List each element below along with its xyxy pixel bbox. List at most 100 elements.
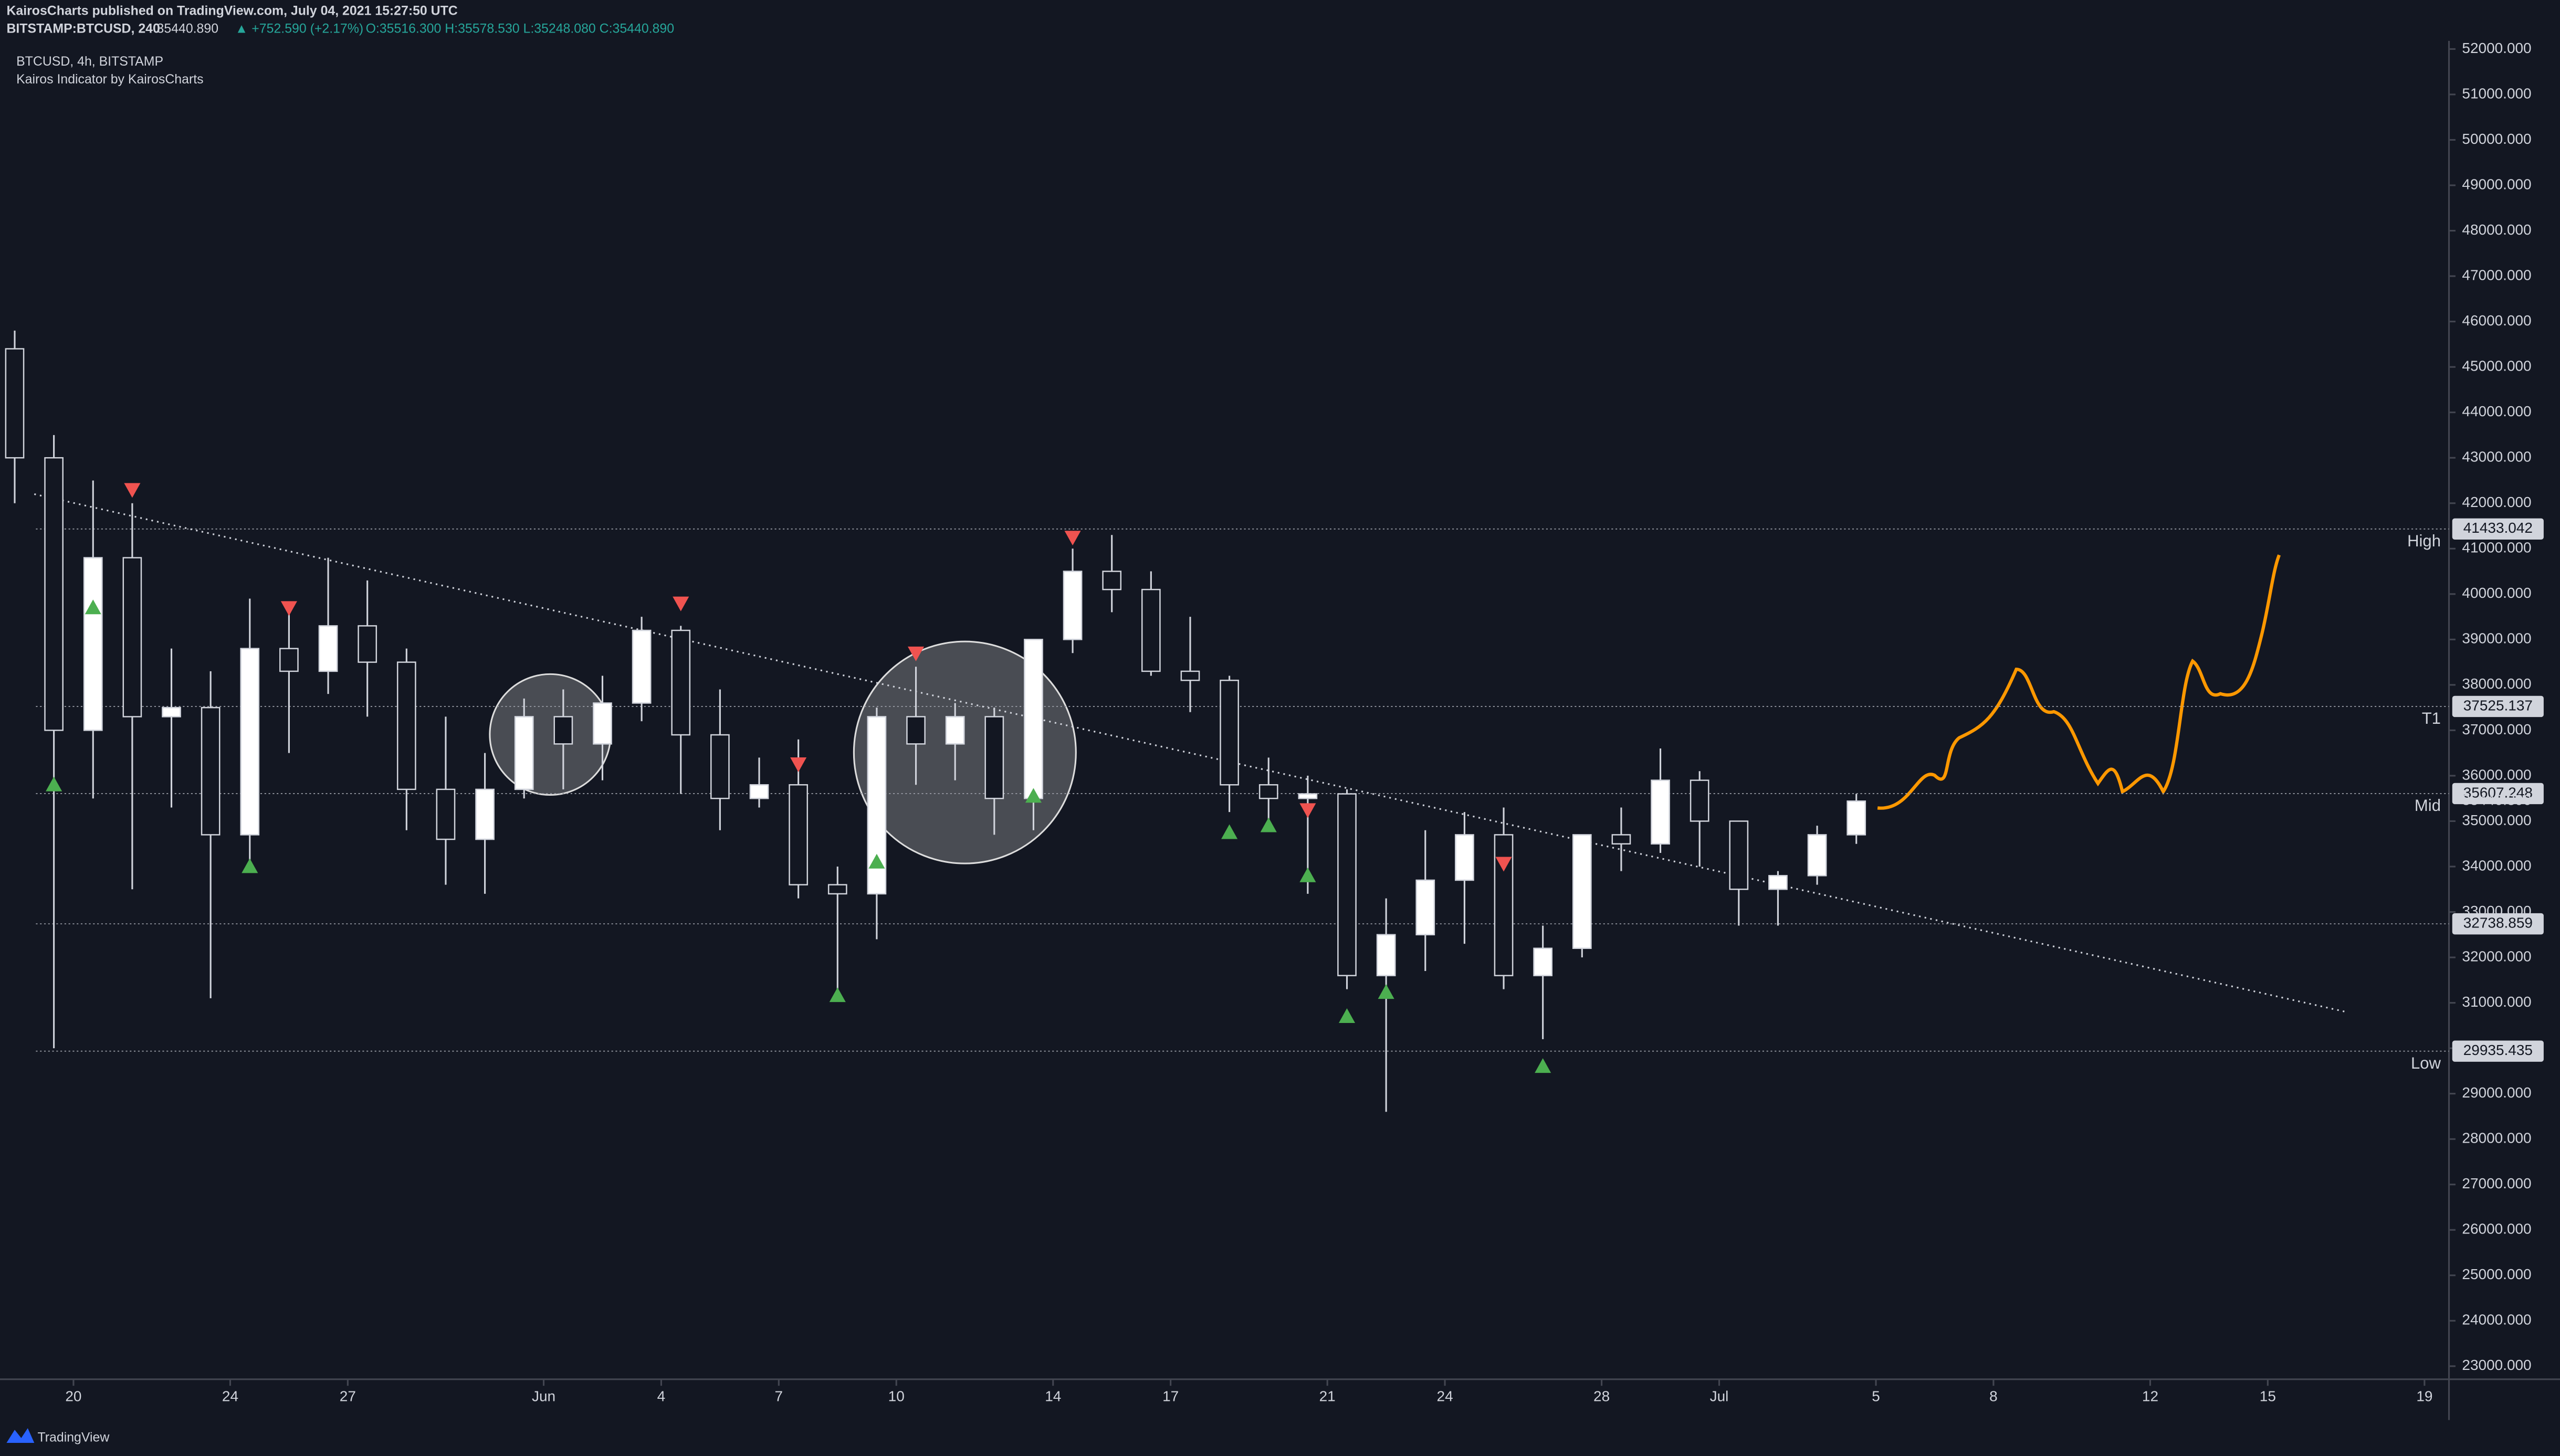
last-price: 35440.890 (2462, 792, 2531, 808)
y-tick-label: 28000.000 (2462, 1130, 2531, 1146)
signal-sell (907, 646, 925, 661)
published: KairosCharts published on TradingView.co… (6, 3, 457, 18)
y-tick-label: 49000.000 (2462, 176, 2531, 192)
candle-body (1298, 793, 1318, 799)
signal-sell (673, 596, 689, 611)
y-tick-label: 23000.000 (2462, 1357, 2531, 1373)
candle-body (1611, 834, 1631, 845)
candle-body (1846, 800, 1866, 836)
signal-buy (46, 776, 62, 792)
level-box (2452, 518, 2544, 540)
candle-body (749, 784, 769, 799)
candle-body (358, 625, 377, 663)
y-tick-label: 52000.000 (2462, 40, 2531, 56)
candle-body (1729, 820, 1749, 890)
candle-body (318, 625, 338, 672)
signal-buy (1378, 984, 1394, 999)
y-tick-label: 51000.000 (2462, 85, 2531, 101)
level-box (2452, 913, 2544, 935)
x-tick-label: 7 (775, 1388, 783, 1404)
x-tick-label: 5 (1872, 1388, 1880, 1404)
candle-body (1572, 834, 1592, 949)
y-tick-label: 50000.000 (2462, 131, 2531, 147)
candle-body (1651, 779, 1670, 845)
brand: TradingView (38, 1430, 110, 1444)
level-name: Mid (2415, 796, 2441, 815)
candle-body (5, 348, 25, 459)
candle-body (1141, 588, 1161, 672)
candle-body (945, 716, 965, 745)
x-tick-label: 27 (340, 1388, 356, 1404)
y-tick-label: 39000.000 (2462, 630, 2531, 647)
y-tick-label: 42000.000 (2462, 494, 2531, 510)
candle-body (475, 788, 495, 840)
candle-body (44, 457, 64, 731)
candle-body (593, 702, 612, 745)
signal-buy (1260, 817, 1277, 832)
x-tick-label: 28 (1593, 1388, 1610, 1404)
candle-body (1102, 571, 1122, 590)
candle-body (396, 661, 416, 790)
x-tick-label: 21 (1319, 1388, 1336, 1404)
signal-buy (1535, 1058, 1551, 1073)
signal-buy (1025, 788, 1042, 803)
y-tick-label: 46000.000 (2462, 312, 2531, 329)
signal-buy (85, 599, 101, 615)
signal-sell (1299, 803, 1316, 818)
level-value: 35607.248 (2463, 784, 2533, 800)
y-tick-label: 29000.000 (2462, 1084, 2531, 1101)
level-name: High (2407, 532, 2441, 550)
level-box (2452, 1040, 2544, 1062)
candle-body (1768, 875, 1788, 890)
y-tick-label: 41000.000 (2462, 540, 2531, 556)
x-tick-label: 17 (1162, 1388, 1179, 1404)
level-box (2452, 695, 2544, 718)
candle-body (710, 734, 730, 799)
y-tick-label: 27000.000 (2462, 1175, 2531, 1191)
candle-body (984, 716, 1004, 799)
signal-sell (280, 601, 297, 616)
candle-body (201, 706, 221, 836)
y-tick-label: 37000.000 (2462, 721, 2531, 737)
candle-body (553, 716, 573, 745)
candle-body (1180, 670, 1200, 681)
y-tick-label: 43000.000 (2462, 449, 2531, 465)
level-value: 37525.137 (2463, 697, 2533, 713)
x-tick-label: Jun (532, 1388, 555, 1404)
y-tick-label: 38000.000 (2462, 676, 2531, 692)
signal-sell (790, 757, 807, 772)
change: ▲ +752.590 (+2.17%) (235, 22, 363, 36)
candle-body (122, 557, 142, 718)
y-tick-label: 31000.000 (2462, 994, 2531, 1010)
candle-body (632, 629, 652, 704)
level-value: 41433.042 (2463, 520, 2533, 536)
candle-body (1455, 834, 1474, 881)
signal-buy (1338, 1008, 1356, 1023)
y-tick-label: 48000.000 (2462, 221, 2531, 238)
y-tick-label: 25000.000 (2462, 1266, 2531, 1282)
x-tick-label: 24 (1437, 1388, 1453, 1404)
candle-body (1415, 879, 1435, 936)
candle-body (671, 629, 691, 736)
signal-sell (1495, 857, 1512, 872)
x-tick-label: 15 (2260, 1388, 2276, 1404)
level-box (2452, 783, 2544, 805)
candle-body (514, 716, 534, 790)
signal-sell (124, 483, 141, 498)
signal-buy (829, 987, 846, 1003)
footer-bar (0, 1420, 2560, 1456)
last: 35440.890 (157, 22, 219, 36)
logo (6, 1428, 35, 1443)
candle-body (1220, 679, 1239, 786)
plot (5, 330, 2449, 1112)
indicator: Kairos Indicator by KairosCharts (16, 72, 203, 87)
level-name: T1 (2422, 709, 2441, 727)
y-tick-label: 34000.000 (2462, 857, 2531, 873)
x-tick-label: 12 (2142, 1388, 2158, 1404)
highlight-circle (489, 673, 612, 796)
x-tick-label: 10 (888, 1388, 905, 1404)
y-tick-label: 24000.000 (2462, 1312, 2531, 1328)
legend: BTCUSD, 4h, BITSTAMP (16, 54, 163, 69)
